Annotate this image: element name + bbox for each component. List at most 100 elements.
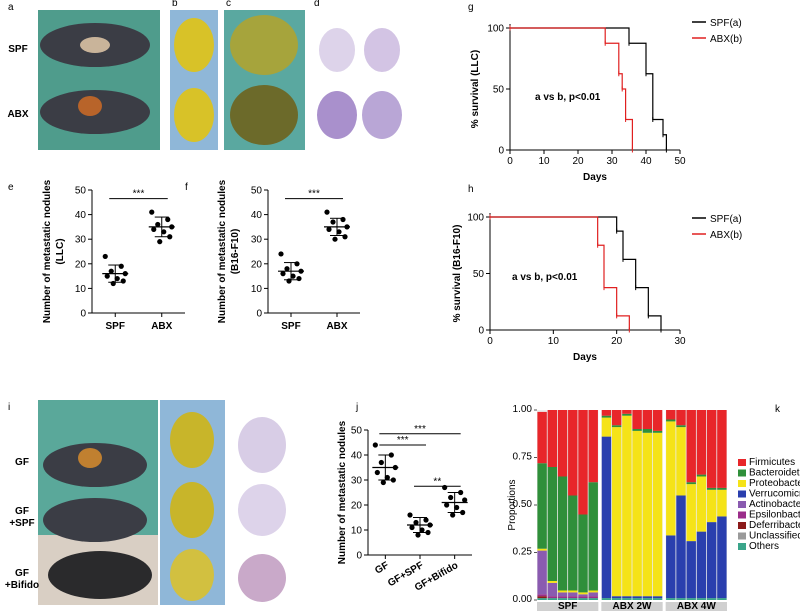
legend-label: ABX(b) — [710, 230, 742, 241]
data-point — [423, 517, 429, 523]
x-tick-label: SPF — [106, 321, 125, 332]
bar-segment — [622, 413, 632, 416]
data-point — [419, 527, 425, 533]
bar-segment — [568, 598, 578, 600]
bar-segment — [706, 598, 717, 600]
y-axis-label: Number of metastatic nodules — [42, 179, 53, 323]
bar-segment — [676, 425, 686, 428]
bar-segment — [588, 410, 598, 483]
x-axis-label: Days — [583, 172, 607, 183]
bar-segment — [568, 495, 578, 591]
data-point — [294, 261, 300, 267]
panel-letter: i — [8, 402, 10, 413]
data-point — [415, 532, 421, 538]
x-tick-label: 20 — [611, 336, 623, 347]
data-point — [336, 229, 342, 235]
bar-segment — [632, 410, 642, 429]
bar-segment — [686, 482, 696, 485]
bar-segment — [652, 598, 663, 600]
data-point — [167, 234, 173, 240]
photo-lungs — [170, 10, 218, 150]
bar-segment — [717, 487, 727, 490]
x-tick-label: GF — [373, 560, 391, 576]
bar-segment — [706, 410, 717, 488]
bar-segment — [666, 598, 676, 600]
x-tick-label: ABX — [151, 321, 172, 332]
bar-segment — [547, 596, 558, 599]
bar-segment — [676, 427, 686, 496]
panel-letter: g — [468, 2, 474, 13]
legend-label: Others — [749, 541, 779, 552]
bar-segment — [652, 596, 663, 599]
panel-letter: k — [775, 404, 781, 415]
bar-segment — [537, 411, 547, 464]
x-axis-label: Days — [573, 352, 597, 363]
photo-mice — [38, 400, 292, 605]
data-point — [104, 273, 110, 279]
data-point — [278, 251, 284, 257]
legend-label: Bacteroidetes — [749, 468, 800, 479]
bar-segment — [686, 410, 696, 483]
bar-segment — [578, 594, 588, 597]
bar-segment — [578, 592, 588, 595]
bar-segment — [706, 522, 717, 599]
facet-panel — [601, 410, 663, 600]
bar-segment — [686, 484, 696, 542]
y-tick-label: 0.00 — [513, 594, 533, 605]
y-tick-label: 0 — [356, 551, 362, 562]
bar-segment — [632, 429, 642, 431]
bar-segment — [557, 410, 568, 477]
y-tick-label: 0 — [80, 309, 86, 320]
data-point — [462, 497, 468, 503]
data-point — [155, 221, 161, 228]
data-point — [407, 512, 413, 518]
y-tick-label: 40 — [75, 210, 87, 221]
bar-segment — [666, 410, 676, 420]
data-point — [450, 512, 456, 518]
bar-segment — [696, 410, 707, 475]
group-label: ABX 2W — [613, 601, 652, 612]
annotation: a vs b, p<0.01 — [535, 92, 601, 103]
facet-strip — [601, 602, 663, 611]
bar-segment — [632, 430, 642, 597]
legend-swatch — [738, 501, 746, 508]
y-tick-label: 30 — [351, 476, 363, 487]
y-tick-label: 20 — [75, 259, 87, 270]
panel-letter: e — [8, 182, 14, 193]
annotation: a vs b, p<0.01 — [512, 272, 578, 283]
x-tick-label: ABX — [326, 321, 347, 332]
panel-letter: d — [314, 0, 320, 9]
y-tick-label: 0.75 — [513, 452, 533, 463]
bar-segment — [557, 598, 568, 600]
bar-segment — [706, 487, 717, 490]
data-point — [290, 273, 296, 279]
bar-segment — [537, 594, 547, 597]
legend-swatch — [738, 490, 746, 498]
bar-segment — [578, 598, 588, 600]
data-point — [460, 509, 466, 516]
significance-label: *** — [308, 189, 320, 200]
y-tick-label: 0 — [256, 309, 262, 320]
legend-label: Verrucomicrobia — [749, 489, 800, 500]
y-tick-label: 1.00 — [513, 404, 533, 415]
bar-segment — [652, 410, 663, 431]
facet-strip — [537, 602, 599, 611]
significance-label: *** — [397, 435, 409, 446]
data-point — [120, 278, 126, 284]
bar-segment — [537, 550, 547, 595]
bar-segment — [622, 596, 632, 599]
data-point — [114, 275, 120, 282]
y-tick-label: 30 — [75, 235, 87, 246]
bar-segment — [611, 427, 622, 597]
bar-segment — [588, 590, 598, 593]
bar-segment — [642, 598, 653, 600]
bar-segment — [652, 430, 663, 433]
panel-letter: c — [226, 0, 231, 9]
bar-segment — [578, 596, 588, 599]
data-point — [118, 263, 124, 269]
y-axis-label: % survival (B16-F10) — [452, 225, 463, 323]
panel-letter: j — [355, 402, 358, 413]
bar-segment — [717, 598, 727, 600]
bar-segment — [588, 482, 598, 591]
data-point — [442, 484, 448, 491]
